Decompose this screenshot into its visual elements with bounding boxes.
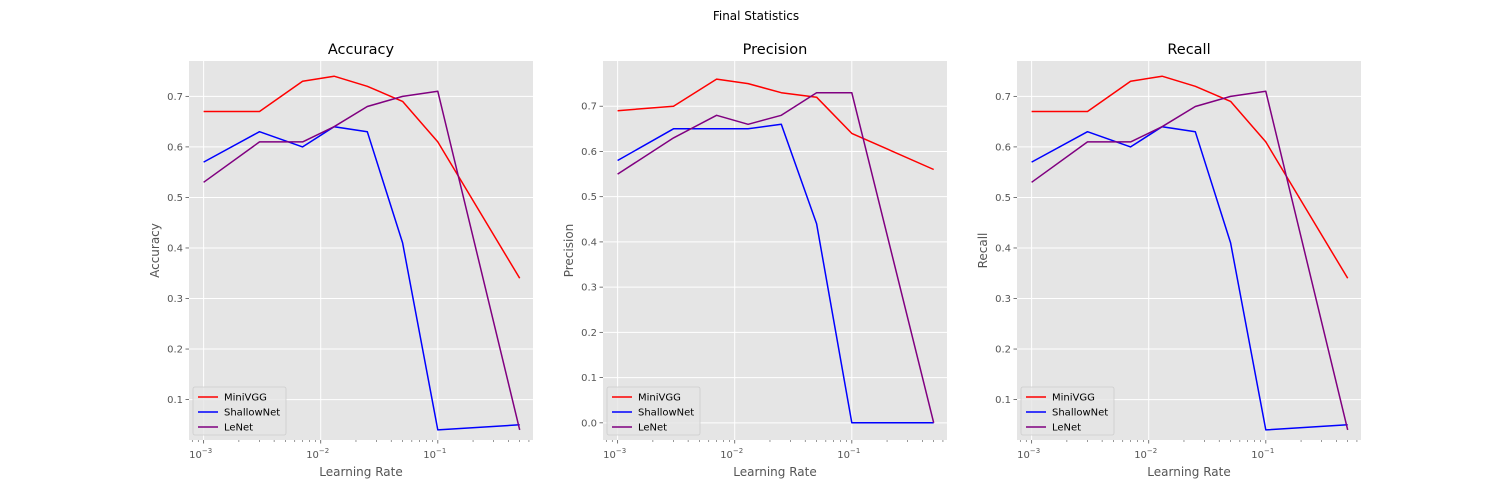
y-tick-label: 0.4 [167, 243, 183, 254]
plot-area [1017, 61, 1361, 440]
legend-label: ShallowNet [638, 408, 694, 419]
subplot-title: Precision [743, 42, 808, 58]
y-tick-label: 0.2 [995, 345, 1011, 356]
x-tick-label: 10−1 [423, 447, 446, 461]
y-tick-label: 0.2 [167, 345, 183, 356]
x-tick-label: 10−3 [1017, 447, 1040, 461]
plot-area [603, 61, 947, 440]
series-line-lenet [203, 90, 521, 431]
x-tick-label: 10−2 [306, 447, 329, 461]
series-line-minivgg [203, 75, 521, 279]
y-tick-label: 0.1 [581, 373, 597, 384]
y-tick-label: 0.3 [995, 294, 1011, 305]
series-line-shallownet [203, 125, 520, 431]
legend-label: MiniVGG [224, 393, 267, 404]
legend-label: MiniVGG [1052, 393, 1095, 404]
y-tick-label: 0.6 [995, 142, 1011, 153]
subplot-precision: 0.0 0.1 0.2 0.3 0.4 0.5 0.6 0.7 10−3 10−2 10−1 Prec… [562, 42, 947, 479]
y-axis-label: Precision [562, 224, 576, 278]
y-tick-label: 0.6 [581, 147, 597, 158]
y-tick-label: 0.3 [581, 283, 597, 294]
plot-area [189, 61, 533, 440]
y-axis-label: Recall [976, 233, 990, 269]
x-axis-label: Learning Rate [733, 465, 816, 479]
legend-label: MiniVGG [638, 393, 681, 404]
y-tick-label: 0.7 [581, 102, 597, 113]
x-tick-label: 10−2 [720, 447, 743, 461]
series-line-lenet [617, 91, 935, 423]
legend-label: ShallowNet [1052, 408, 1108, 419]
subplot-accuracy: 0.1 0.2 0.3 0.4 0.5 0.6 0.7 10−3 10−2 10−1 Accurac… [148, 42, 533, 479]
x-tick-label: 10−3 [189, 447, 212, 461]
y-tick-label: 0.5 [167, 193, 183, 204]
subplot-title: Recall [1167, 42, 1210, 58]
y-tick-label: 0.6 [167, 142, 183, 153]
y-tick-label: 0.5 [581, 192, 597, 203]
legend-label: LeNet [638, 423, 667, 434]
legend-label: LeNet [1052, 423, 1081, 434]
x-tick-label: 10−1 [837, 447, 860, 461]
y-tick-label: 0.5 [995, 193, 1011, 204]
legend [192, 386, 287, 436]
series-line-minivgg [1031, 75, 1349, 279]
y-tick-label: 0.7 [995, 92, 1011, 103]
legend-label: ShallowNet [224, 408, 280, 419]
y-tick-label: 0.2 [581, 328, 597, 339]
legend [606, 386, 701, 436]
subplot-recall: 0.1 0.2 0.3 0.4 0.5 0.6 0.7 10−3 10−2 10−1 Recall L… [976, 42, 1361, 479]
figure-title: Final Statistics [713, 9, 799, 23]
x-tick-label: 10−2 [1134, 447, 1157, 461]
y-tick-label: 0.0 [581, 418, 597, 429]
y-tick-label: 0.4 [581, 237, 597, 248]
series-line-shallownet [617, 123, 934, 424]
legend-label: LeNet [224, 423, 253, 434]
series-line-shallownet [1031, 125, 1348, 431]
subplot-title: Accuracy [328, 42, 395, 58]
y-tick-label: 0.3 [167, 294, 183, 305]
y-tick-label: 0.7 [167, 92, 183, 103]
series-line-minivgg [617, 78, 935, 171]
x-axis-label: Learning Rate [319, 465, 402, 479]
x-axis-label: Learning Rate [1147, 465, 1230, 479]
x-tick-label: 10−3 [603, 447, 626, 461]
y-tick-label: 0.1 [995, 395, 1011, 406]
legend [1020, 386, 1115, 436]
y-tick-label: 0.1 [167, 395, 183, 406]
x-tick-label: 10−1 [1251, 447, 1274, 461]
y-tick-label: 0.4 [995, 243, 1011, 254]
y-axis-label: Accuracy [148, 223, 162, 278]
series-line-lenet [1031, 90, 1349, 431]
